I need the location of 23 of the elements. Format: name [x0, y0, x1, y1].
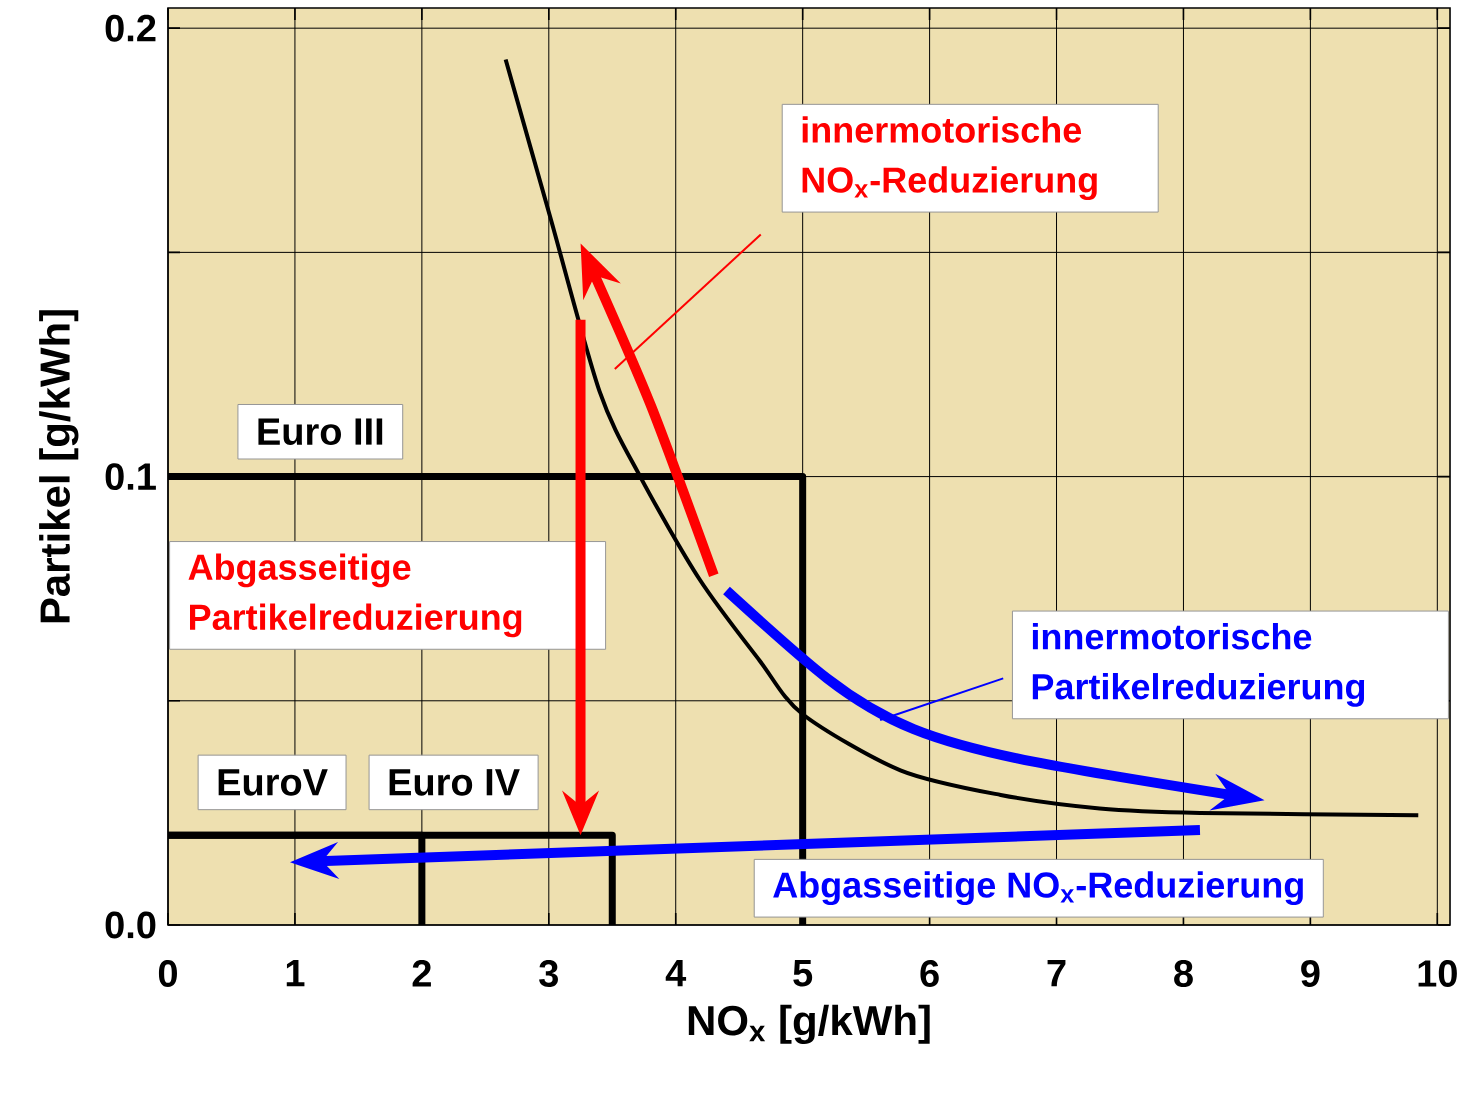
x-tick-label: 1	[286, 960, 305, 987]
annotation: Abgasseitige NO$_{x}$-Reduzierung	[773, 871, 1303, 906]
x-tick-label: 7	[1047, 960, 1066, 987]
x-tick-label: 8	[1174, 960, 1193, 987]
series-label: Euro IV	[389, 769, 520, 796]
series-label: Euro III	[258, 418, 383, 446]
x-axis-title: NO$_{x}$ [g/kWh]	[688, 1004, 930, 1045]
x-tick-label: 9	[1301, 960, 1320, 987]
annotation: Abgasseitige Partikelreduzierung	[188, 553, 522, 638]
y-tick-label: 0.0	[105, 911, 156, 939]
annotation: innermotorische NO$_{x}$-Reduzierung	[802, 116, 1097, 201]
y-axis-title: Partikel [g/kWh]	[39, 310, 79, 623]
y-tick-label: 0.2	[105, 14, 156, 42]
x-tick-label: 6	[920, 960, 939, 987]
y-tick-label: 0.1	[105, 463, 156, 491]
x-tick-label: 5	[793, 960, 813, 987]
annotation: innermotorische Partikelreduzierung	[1032, 623, 1365, 707]
series-label: EuroV	[218, 769, 328, 796]
x-tick-label: 2	[412, 960, 431, 987]
x-tick-label: 0	[158, 960, 177, 987]
x-tick-label: 4	[665, 960, 687, 987]
x-tick-label: 10	[1418, 960, 1457, 987]
x-tick-label: 3	[539, 960, 558, 988]
